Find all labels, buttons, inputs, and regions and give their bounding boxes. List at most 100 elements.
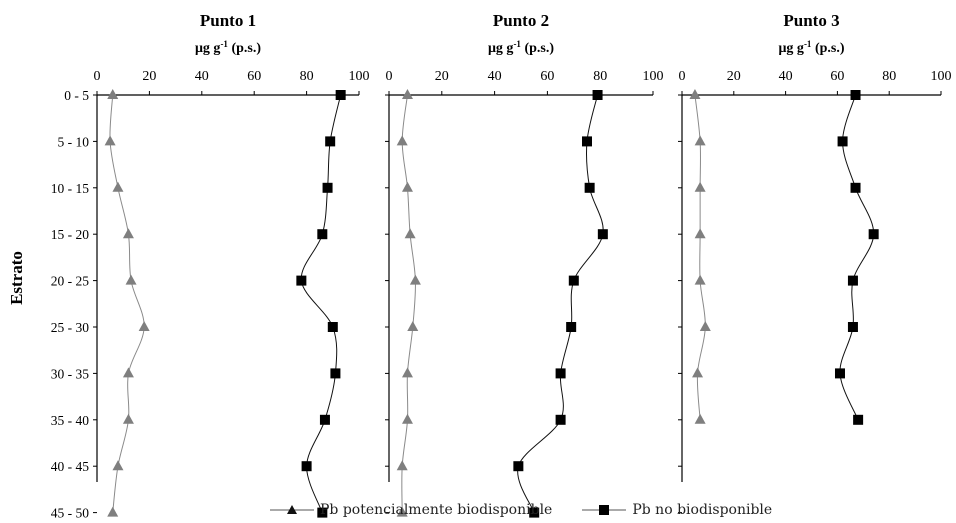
legend-label: Pb potencialmente biodisponible	[320, 502, 553, 518]
square-point	[322, 182, 333, 193]
x-axis-label: μg g-1 (p.s.)	[195, 39, 261, 56]
x-tick-label: 0	[94, 69, 101, 84]
square-point	[529, 507, 540, 518]
y-tick-label: 5 - 10	[58, 134, 90, 149]
x-tick-label: 40	[779, 69, 793, 84]
square-point	[301, 461, 312, 472]
square-point	[850, 90, 861, 100]
triangle-point	[122, 413, 134, 424]
triangle-point	[104, 135, 116, 146]
x-tick-label: 40	[195, 69, 209, 84]
triangle-point	[122, 228, 134, 239]
square-point	[513, 461, 524, 472]
square-point	[566, 322, 577, 332]
y-tick-label: 0 - 5	[64, 88, 89, 103]
triangle-point	[694, 413, 706, 424]
panel-title: Punto 1	[200, 11, 256, 30]
square-point	[317, 229, 328, 240]
triangle-point	[122, 367, 134, 378]
square-point	[568, 275, 579, 286]
y-tick-label: 20 - 25	[51, 274, 89, 289]
square-point	[868, 229, 879, 240]
panel-punto-2: Punto 2 μg g-1 (p.s.) 0 20 40 60 80 100	[385, 11, 664, 518]
y-tick-label: 15 - 20	[51, 227, 89, 242]
square-point	[847, 322, 858, 332]
square-marker-icon	[582, 505, 627, 515]
square-point	[847, 275, 858, 286]
y-tick-label: 10 - 15	[51, 181, 89, 196]
triangle-point	[107, 89, 119, 99]
square-point	[834, 368, 845, 379]
x-axis-label: μg g-1 (p.s.)	[779, 39, 845, 56]
triangle-point	[125, 274, 137, 285]
triangle-marker-icon	[270, 505, 314, 514]
triangle-point	[699, 321, 711, 331]
square-point	[319, 414, 330, 425]
legend-label: Pb no biodisponible	[632, 502, 773, 518]
square-point	[325, 136, 336, 147]
panel-title: Punto 3	[783, 11, 839, 30]
x-tick-label: 80	[300, 69, 314, 84]
x-tick-label: 20	[435, 69, 449, 84]
square-point	[555, 414, 566, 425]
square-point	[296, 275, 307, 286]
y-tick-label: 25 - 30	[51, 320, 89, 335]
panel-punto-3: Punto 3 μg g-1 (p.s.) 0 20 40 60 80 100	[678, 11, 952, 514]
legend-item-no-biodisponible: Pb no biodisponible	[582, 502, 772, 518]
series-line-no-biodisponible	[300, 94, 342, 513]
triangle-point	[692, 367, 704, 378]
triangle-point	[401, 367, 413, 378]
triangle-point	[689, 89, 701, 99]
square-point	[597, 229, 608, 240]
triangle-point	[694, 228, 706, 239]
x-tick-label: 80	[882, 69, 896, 84]
triangle-point	[694, 135, 706, 146]
square-point	[837, 136, 848, 147]
triangle-point	[396, 460, 408, 471]
triangle-point	[694, 274, 706, 285]
panel-punto-1: Punto 1 μg g-1 (p.s.) 0 20 40 60 80 100 0 - 5 5 -…	[51, 11, 370, 521]
triangle-point	[407, 321, 419, 331]
y-tick-label: 30 - 35	[51, 366, 89, 381]
square-point	[584, 182, 595, 193]
triangle-point	[409, 274, 421, 285]
x-tick-label: 80	[593, 69, 607, 84]
y-tick-label: 45 - 50	[51, 506, 89, 521]
triangle-point	[396, 135, 408, 146]
triangle-point	[401, 413, 413, 424]
series-line-biodisponible	[401, 94, 416, 513]
square-point	[330, 368, 341, 379]
series-line-biodisponible	[109, 94, 145, 513]
triangle-point	[107, 506, 119, 517]
triangle-point	[404, 228, 416, 239]
square-point	[853, 414, 864, 425]
x-tick-label: 40	[488, 69, 502, 84]
legend-item-biodisponible: Pb potencialmente biodisponible	[270, 502, 552, 518]
square-point	[555, 368, 566, 379]
square-point	[335, 90, 346, 100]
x-tick-label: 100	[349, 69, 370, 84]
series-line-no-biodisponible	[517, 94, 604, 513]
x-tick-label: 60	[540, 69, 554, 84]
triangle-point	[138, 321, 150, 331]
triangle-point	[396, 506, 408, 517]
panel-title: Punto 2	[493, 11, 549, 30]
chart-panels: Punto 1 μg g-1 (p.s.) 0 20 40 60 80 100 0 - 5 5 -…	[51, 11, 952, 521]
x-tick-label: 100	[643, 69, 664, 84]
triangle-point	[112, 181, 124, 192]
triangle-point	[112, 460, 124, 471]
triangle-point	[694, 181, 706, 192]
triangle-point	[401, 89, 413, 99]
x-tick-label: 0	[679, 69, 686, 84]
x-tick-label: 60	[830, 69, 844, 84]
y-axis-label: Estrato	[7, 251, 26, 305]
y-tick-label: 35 - 40	[51, 413, 89, 428]
x-axis-label: μg g-1 (p.s.)	[488, 39, 554, 56]
x-tick-label: 0	[386, 69, 393, 84]
square-point	[850, 182, 861, 193]
legend: Pb potencialmente biodisponible Pb no bi…	[270, 500, 802, 520]
square-point	[592, 90, 603, 100]
square-point	[317, 507, 328, 518]
x-tick-label: 60	[247, 69, 261, 84]
x-tick-label: 20	[727, 69, 741, 84]
